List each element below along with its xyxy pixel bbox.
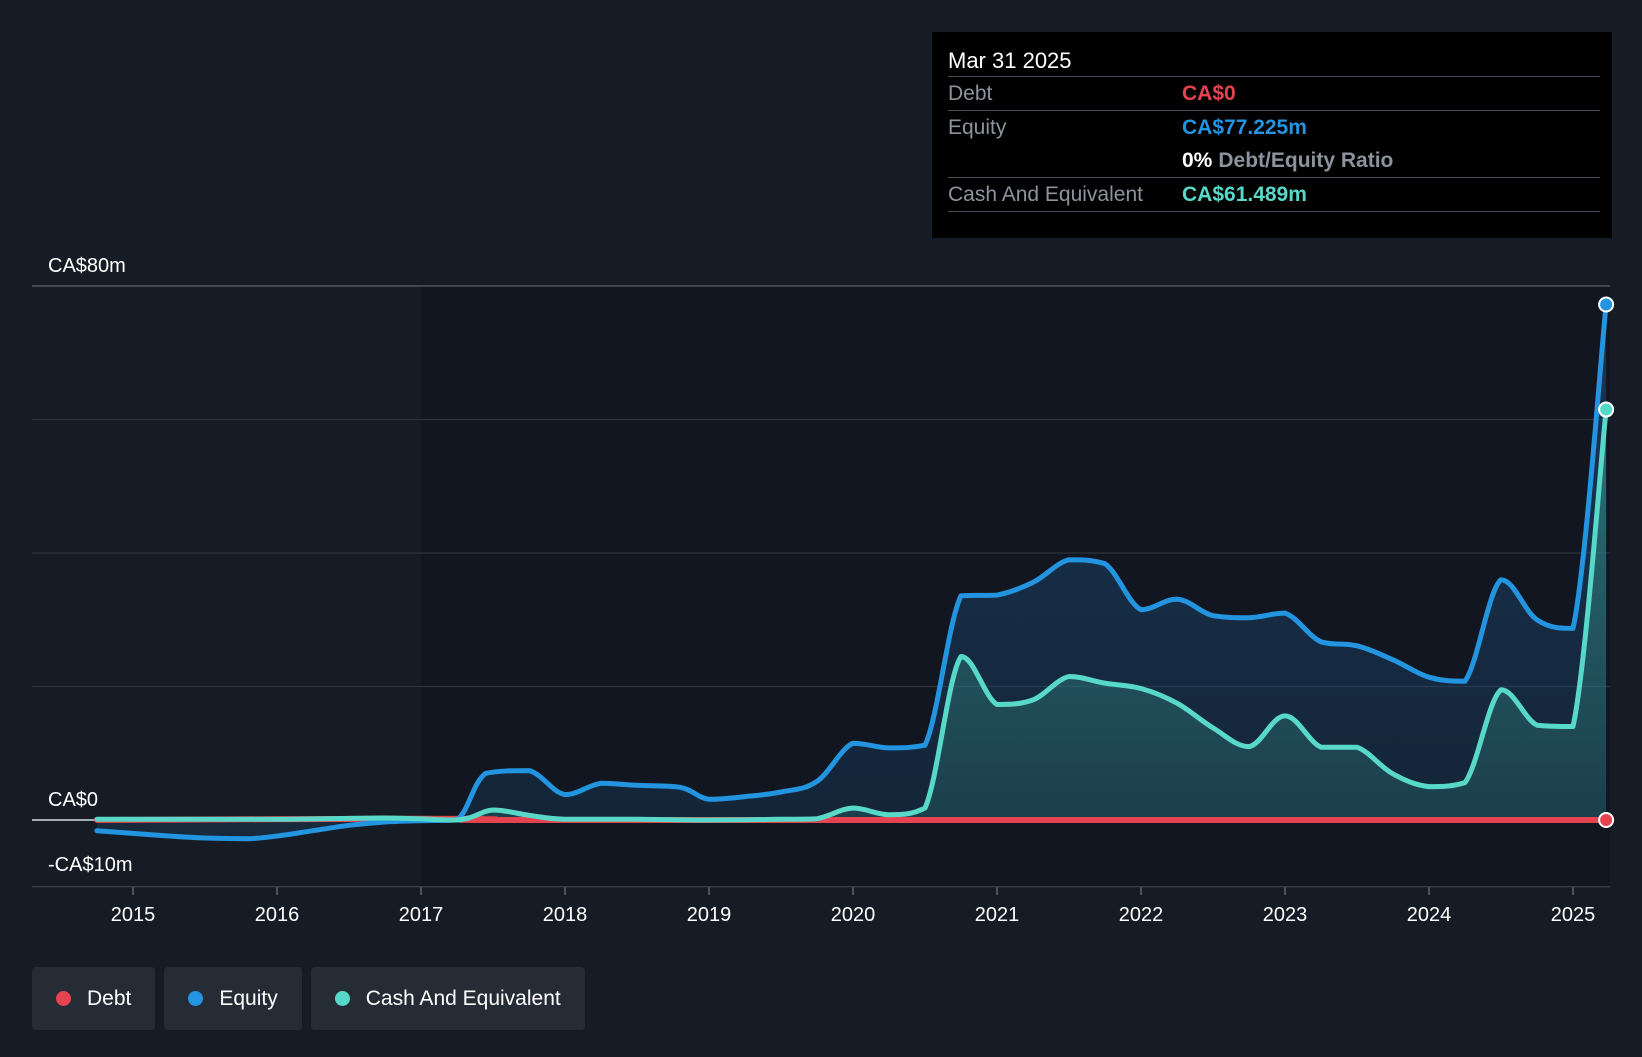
equity-dot-icon: [188, 991, 204, 1006]
legend-item-debt[interactable]: Debt: [32, 967, 156, 1030]
debt-dot-icon: [56, 991, 71, 1006]
x-axis-label: 2023: [1263, 904, 1308, 926]
tooltip-row-ratio: 0% Debt/Equity Ratio: [948, 144, 1600, 177]
tooltip-cash-value: CA$61.489m: [1182, 182, 1307, 206]
tooltip-cash-label: Cash And Equivalent: [948, 182, 1143, 206]
legend: Debt Equity Cash And Equivalent: [32, 967, 585, 1030]
tooltip-ratio-label: Debt/Equity Ratio: [1218, 148, 1394, 172]
tooltip-debt-label: Debt: [948, 81, 993, 105]
tooltip-panel: Mar 31 2025 Debt CA$0 Equity CA$77.225m …: [932, 32, 1612, 238]
x-axis-label: 2025: [1551, 904, 1596, 926]
tooltip-row-debt: Debt CA$0: [948, 76, 1600, 110]
equity-end-marker: [1598, 296, 1615, 313]
tooltip-ratio-value: 0%: [1182, 148, 1213, 172]
tooltip-row-cash: Cash And Equivalent CA$61.489m: [948, 177, 1600, 212]
debt-end-marker: [1598, 812, 1615, 828]
cash-dot-icon: [334, 991, 350, 1006]
legend-label-cash: Cash And Equivalent: [365, 986, 561, 1010]
y-axis-label: -CA$10m: [48, 854, 132, 876]
cash-end-marker: [1598, 401, 1615, 418]
x-axis-label: 2020: [831, 904, 876, 926]
y-axis-label: CA$0: [48, 789, 98, 811]
x-axis-label: 2021: [975, 904, 1020, 926]
legend-label-equity: Equity: [219, 986, 278, 1010]
x-axis-label: 2022: [1119, 904, 1164, 926]
y-axis-label: CA$80m: [48, 255, 126, 277]
x-axis-label: 2015: [111, 904, 156, 926]
equity-line: [94, 302, 1609, 842]
equity-area: [97, 304, 1607, 839]
x-axis-label: 2017: [399, 904, 444, 926]
x-axis-label: 2016: [255, 904, 300, 926]
tooltip-date: Mar 31 2025: [948, 48, 1072, 73]
legend-label-debt: Debt: [87, 986, 132, 1010]
legend-item-equity[interactable]: Equity: [164, 967, 302, 1030]
tooltip-debt-value: CA$0: [1182, 81, 1236, 105]
tooltip-row-equity: Equity CA$77.225m: [948, 110, 1600, 144]
cash-line: [94, 407, 1609, 823]
x-axis-label: 2024: [1407, 904, 1452, 926]
x-axis-label: 2019: [687, 904, 732, 926]
tooltip-equity-label: Equity: [948, 115, 1007, 139]
x-axis-label: 2018: [543, 904, 588, 926]
legend-item-cash[interactable]: Cash And Equivalent: [310, 967, 585, 1030]
tooltip-equity-value: CA$77.225m: [1182, 115, 1307, 139]
